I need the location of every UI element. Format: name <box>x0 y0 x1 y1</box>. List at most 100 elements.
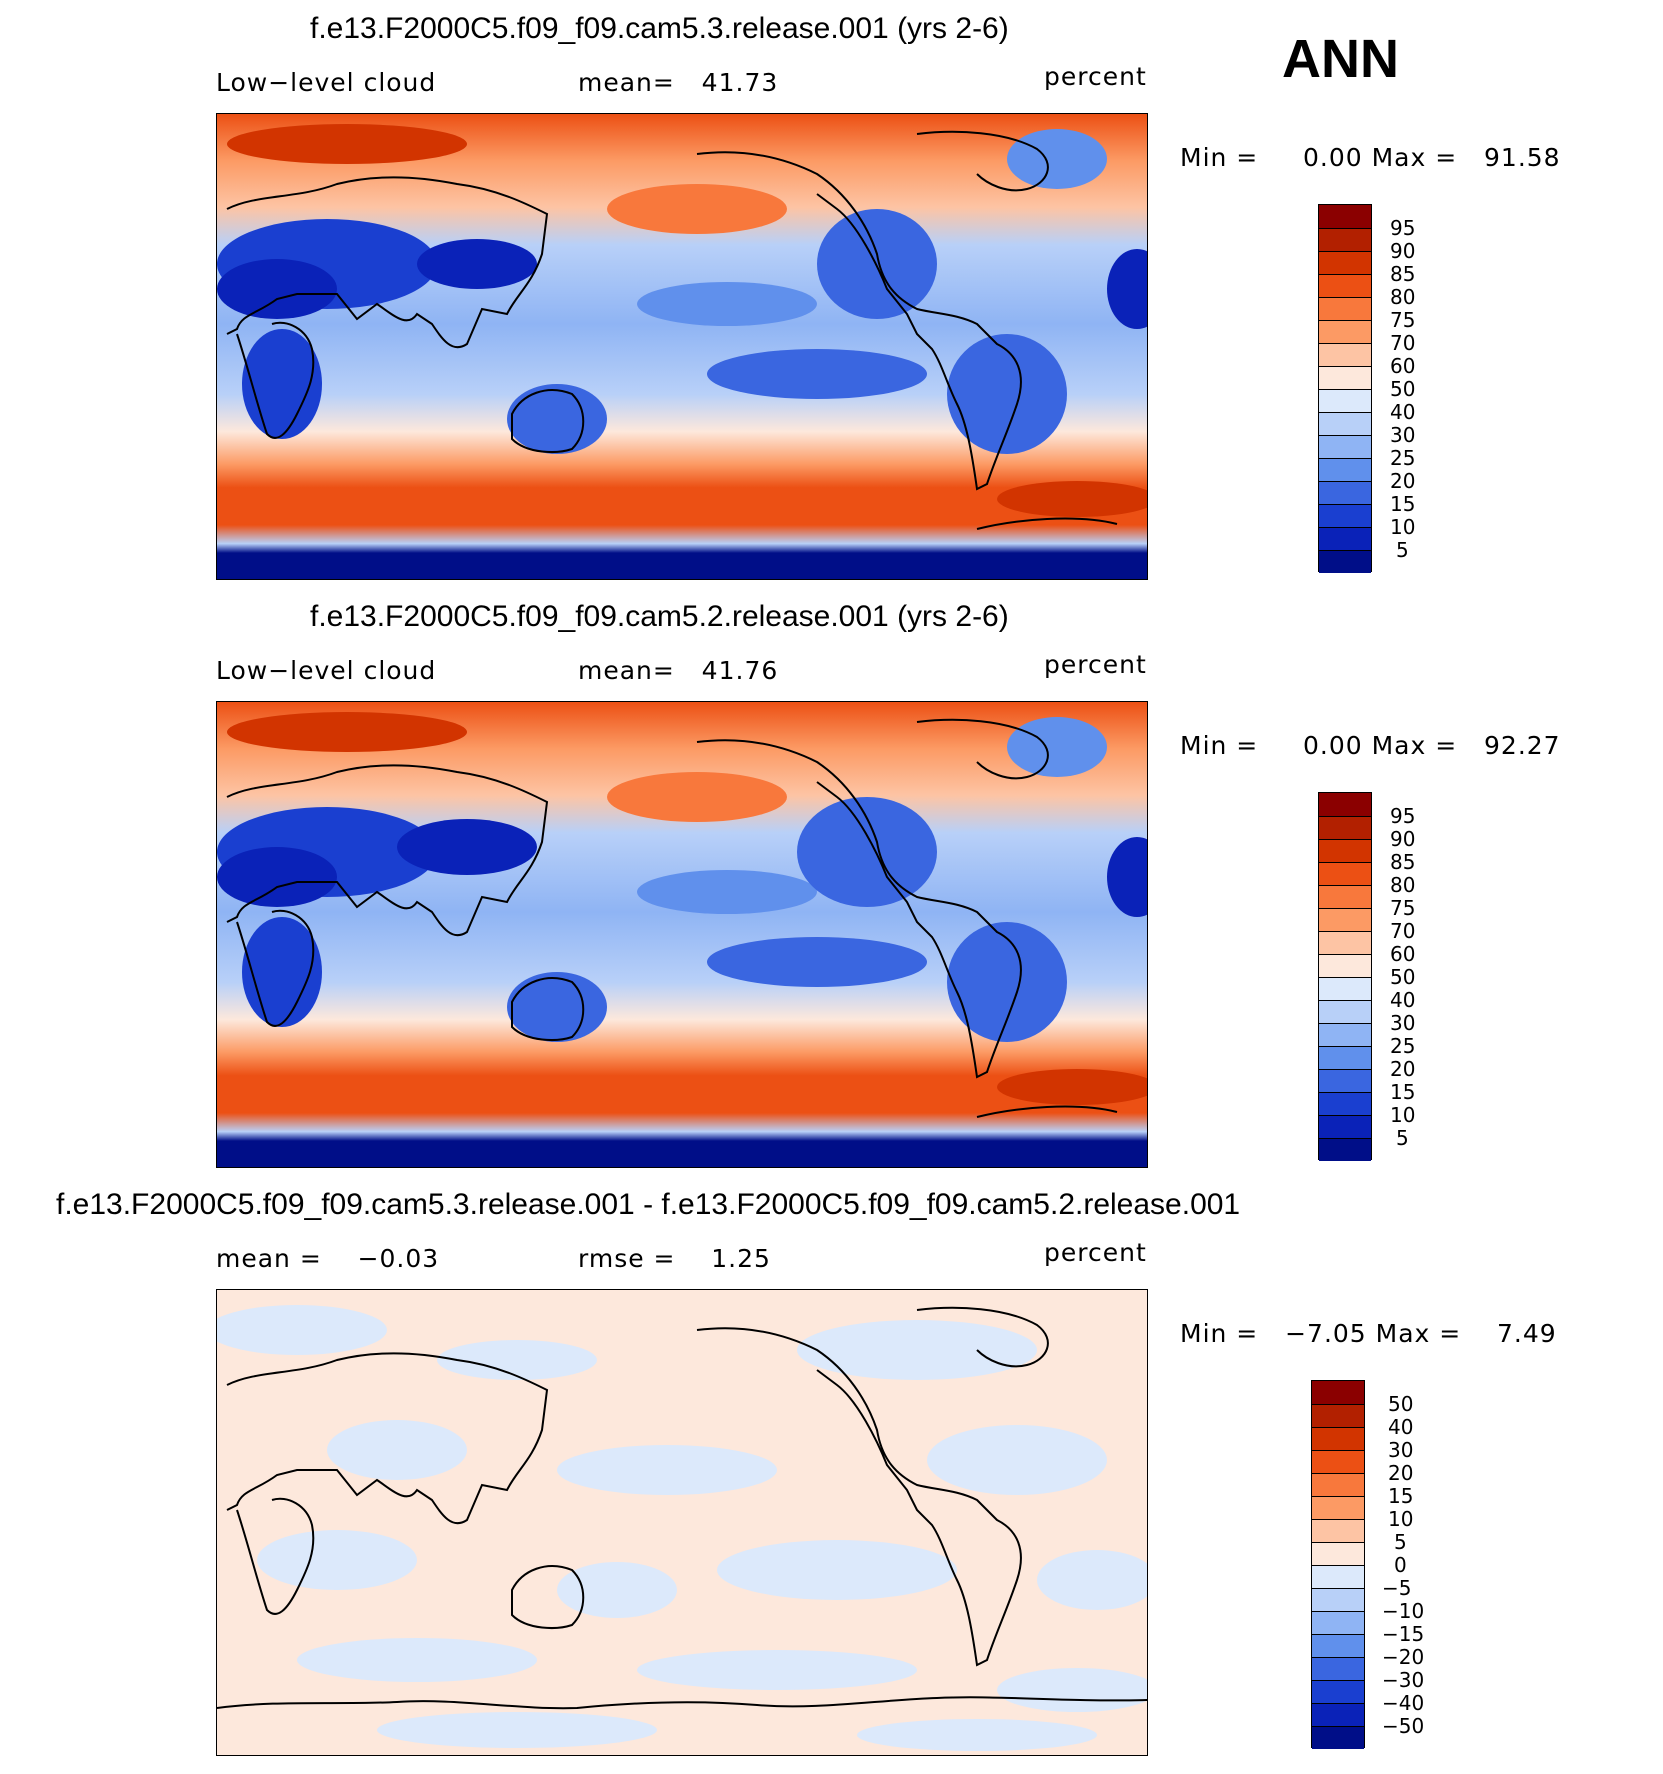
colorbar-3-cell <box>1312 1611 1364 1634</box>
panel-3-rmse-label: rmse = 1.25 <box>578 1244 771 1273</box>
colorbar-3-cell <box>1312 1657 1364 1680</box>
colorbar-1-label: 15 <box>1390 492 1416 516</box>
panel-3-title: f.e13.F2000C5.f09_f09.cam5.3.release.001… <box>56 1188 1241 1221</box>
colorbar-3-cell <box>1312 1726 1364 1749</box>
colorbar-2-label: 90 <box>1390 827 1416 851</box>
colorbar-1-cell <box>1319 412 1371 435</box>
colorbar-3-cell <box>1312 1427 1364 1450</box>
panel-2-variable-label: Low−level cloud <box>216 656 437 685</box>
colorbar-3-cell <box>1312 1496 1364 1519</box>
colorbar-3-label: −40 <box>1382 1691 1425 1715</box>
colorbar-2-cell <box>1319 885 1371 908</box>
colorbar-2-label: 15 <box>1390 1080 1416 1104</box>
colorbar-2-label: 25 <box>1390 1034 1416 1058</box>
panel-3-mean-label: mean = −0.03 <box>216 1244 440 1273</box>
colorbar-3-cell <box>1312 1450 1364 1473</box>
colorbar-2-cell <box>1319 1000 1371 1023</box>
panel-1-contour-field <box>217 114 1147 579</box>
colorbar-1-cell <box>1319 389 1371 412</box>
panel-1-coastlines <box>226 130 1118 530</box>
colorbar-1-cell <box>1319 458 1371 481</box>
colorbar-3-label: −50 <box>1382 1714 1425 1738</box>
panel-1-low-cloud-regions <box>217 124 1147 517</box>
panel-1-mean-label: mean= 41.73 <box>578 68 779 97</box>
colorbar-1-cell <box>1319 366 1371 389</box>
colorbar-3-label: 15 <box>1388 1484 1414 1508</box>
season-label: ANN <box>1282 29 1399 89</box>
colorbar-2-cell <box>1319 793 1371 816</box>
colorbar-3-cell <box>1312 1634 1364 1657</box>
colorbar-3-cell <box>1312 1542 1364 1565</box>
colorbar-1-label: 30 <box>1390 423 1416 447</box>
colorbar-2-label: 40 <box>1390 988 1416 1012</box>
colorbar-2-cell <box>1319 1069 1371 1092</box>
colorbar-3-label: 30 <box>1388 1438 1414 1462</box>
colorbar-2-cell <box>1319 839 1371 862</box>
colorbar-3-label: 50 <box>1388 1392 1414 1416</box>
colorbar-1-cell <box>1319 504 1371 527</box>
colorbar-2-cell <box>1319 816 1371 839</box>
colorbar-3-label: 20 <box>1388 1461 1414 1485</box>
colorbar-1-cell <box>1319 481 1371 504</box>
colorbar-2-label: 70 <box>1390 919 1416 943</box>
colorbar-1-cell <box>1319 527 1371 550</box>
colorbar-2-cell <box>1319 1046 1371 1069</box>
colorbar-2-label: 30 <box>1390 1011 1416 1035</box>
colorbar-1-label: 10 <box>1390 515 1416 539</box>
colorbar-3-cell <box>1312 1519 1364 1542</box>
colorbar-3-cell <box>1312 1680 1364 1703</box>
colorbar-1-label: 25 <box>1390 446 1416 470</box>
colorbar-2-cell <box>1319 908 1371 931</box>
colorbar-2-cell <box>1319 1023 1371 1046</box>
colorbar-1-label: 40 <box>1390 400 1416 424</box>
colorbar-3-cell <box>1312 1381 1364 1404</box>
panel-3-difference-regions <box>217 1305 1147 1751</box>
colorbar-2-cell <box>1319 1138 1371 1161</box>
colorbar-3-label: 0 <box>1394 1553 1407 1577</box>
colorbar-1-label: 80 <box>1390 285 1416 309</box>
colorbar-2-label: 20 <box>1390 1057 1416 1081</box>
colorbar-1-label: 90 <box>1390 239 1416 263</box>
panel-1-units-label: percent <box>1044 62 1147 91</box>
panel-2-colorbar <box>1318 792 1372 1161</box>
panel-2-low-cloud-regions <box>217 712 1147 1105</box>
colorbar-3-cell <box>1312 1703 1364 1726</box>
panel-1-colorbar <box>1318 204 1372 573</box>
colorbar-1-cell <box>1319 251 1371 274</box>
colorbar-1-label: 75 <box>1390 308 1416 332</box>
panel-1-map <box>216 113 1148 580</box>
colorbar-2-label: 50 <box>1390 965 1416 989</box>
panel-1-title: f.e13.F2000C5.f09_f09.cam5.3.release.001… <box>310 12 1009 45</box>
panel-3-units-label: percent <box>1044 1238 1147 1267</box>
colorbar-1-cell <box>1319 320 1371 343</box>
colorbar-1-cell <box>1319 343 1371 366</box>
panel-2-coastlines <box>226 718 1118 1118</box>
colorbar-1-cell <box>1319 274 1371 297</box>
panel-3-minmax: Min = −7.05 Max = 7.49 <box>1180 1319 1557 1348</box>
panel-2-minmax: Min = 0.00 Max = 92.27 <box>1180 731 1561 760</box>
panel-2-map <box>216 701 1148 1168</box>
colorbar-3-cell <box>1312 1473 1364 1496</box>
panel-1-variable-label: Low−level cloud <box>216 68 437 97</box>
colorbar-3-label: 10 <box>1388 1507 1414 1531</box>
colorbar-2-label: 10 <box>1390 1103 1416 1127</box>
colorbar-1-cell <box>1319 435 1371 458</box>
colorbar-2-label: 80 <box>1390 873 1416 897</box>
panel-3-contour-field <box>217 1290 1147 1755</box>
colorbar-2-label: 75 <box>1390 896 1416 920</box>
colorbar-1-cell <box>1319 205 1371 228</box>
colorbar-3-label: 5 <box>1394 1530 1407 1554</box>
colorbar-3-cell <box>1312 1404 1364 1427</box>
colorbar-1-cell <box>1319 297 1371 320</box>
colorbar-1-label: 5 <box>1396 538 1409 562</box>
colorbar-1-cell <box>1319 228 1371 251</box>
colorbar-1-cell <box>1319 550 1371 573</box>
colorbar-1-label: 50 <box>1390 377 1416 401</box>
colorbar-2-cell <box>1319 1092 1371 1115</box>
colorbar-2-label: 5 <box>1396 1126 1409 1150</box>
colorbar-1-label: 20 <box>1390 469 1416 493</box>
colorbar-1-label: 95 <box>1390 216 1416 240</box>
colorbar-2-label: 85 <box>1390 850 1416 874</box>
colorbar-2-label: 95 <box>1390 804 1416 828</box>
panel-2-units-label: percent <box>1044 650 1147 679</box>
